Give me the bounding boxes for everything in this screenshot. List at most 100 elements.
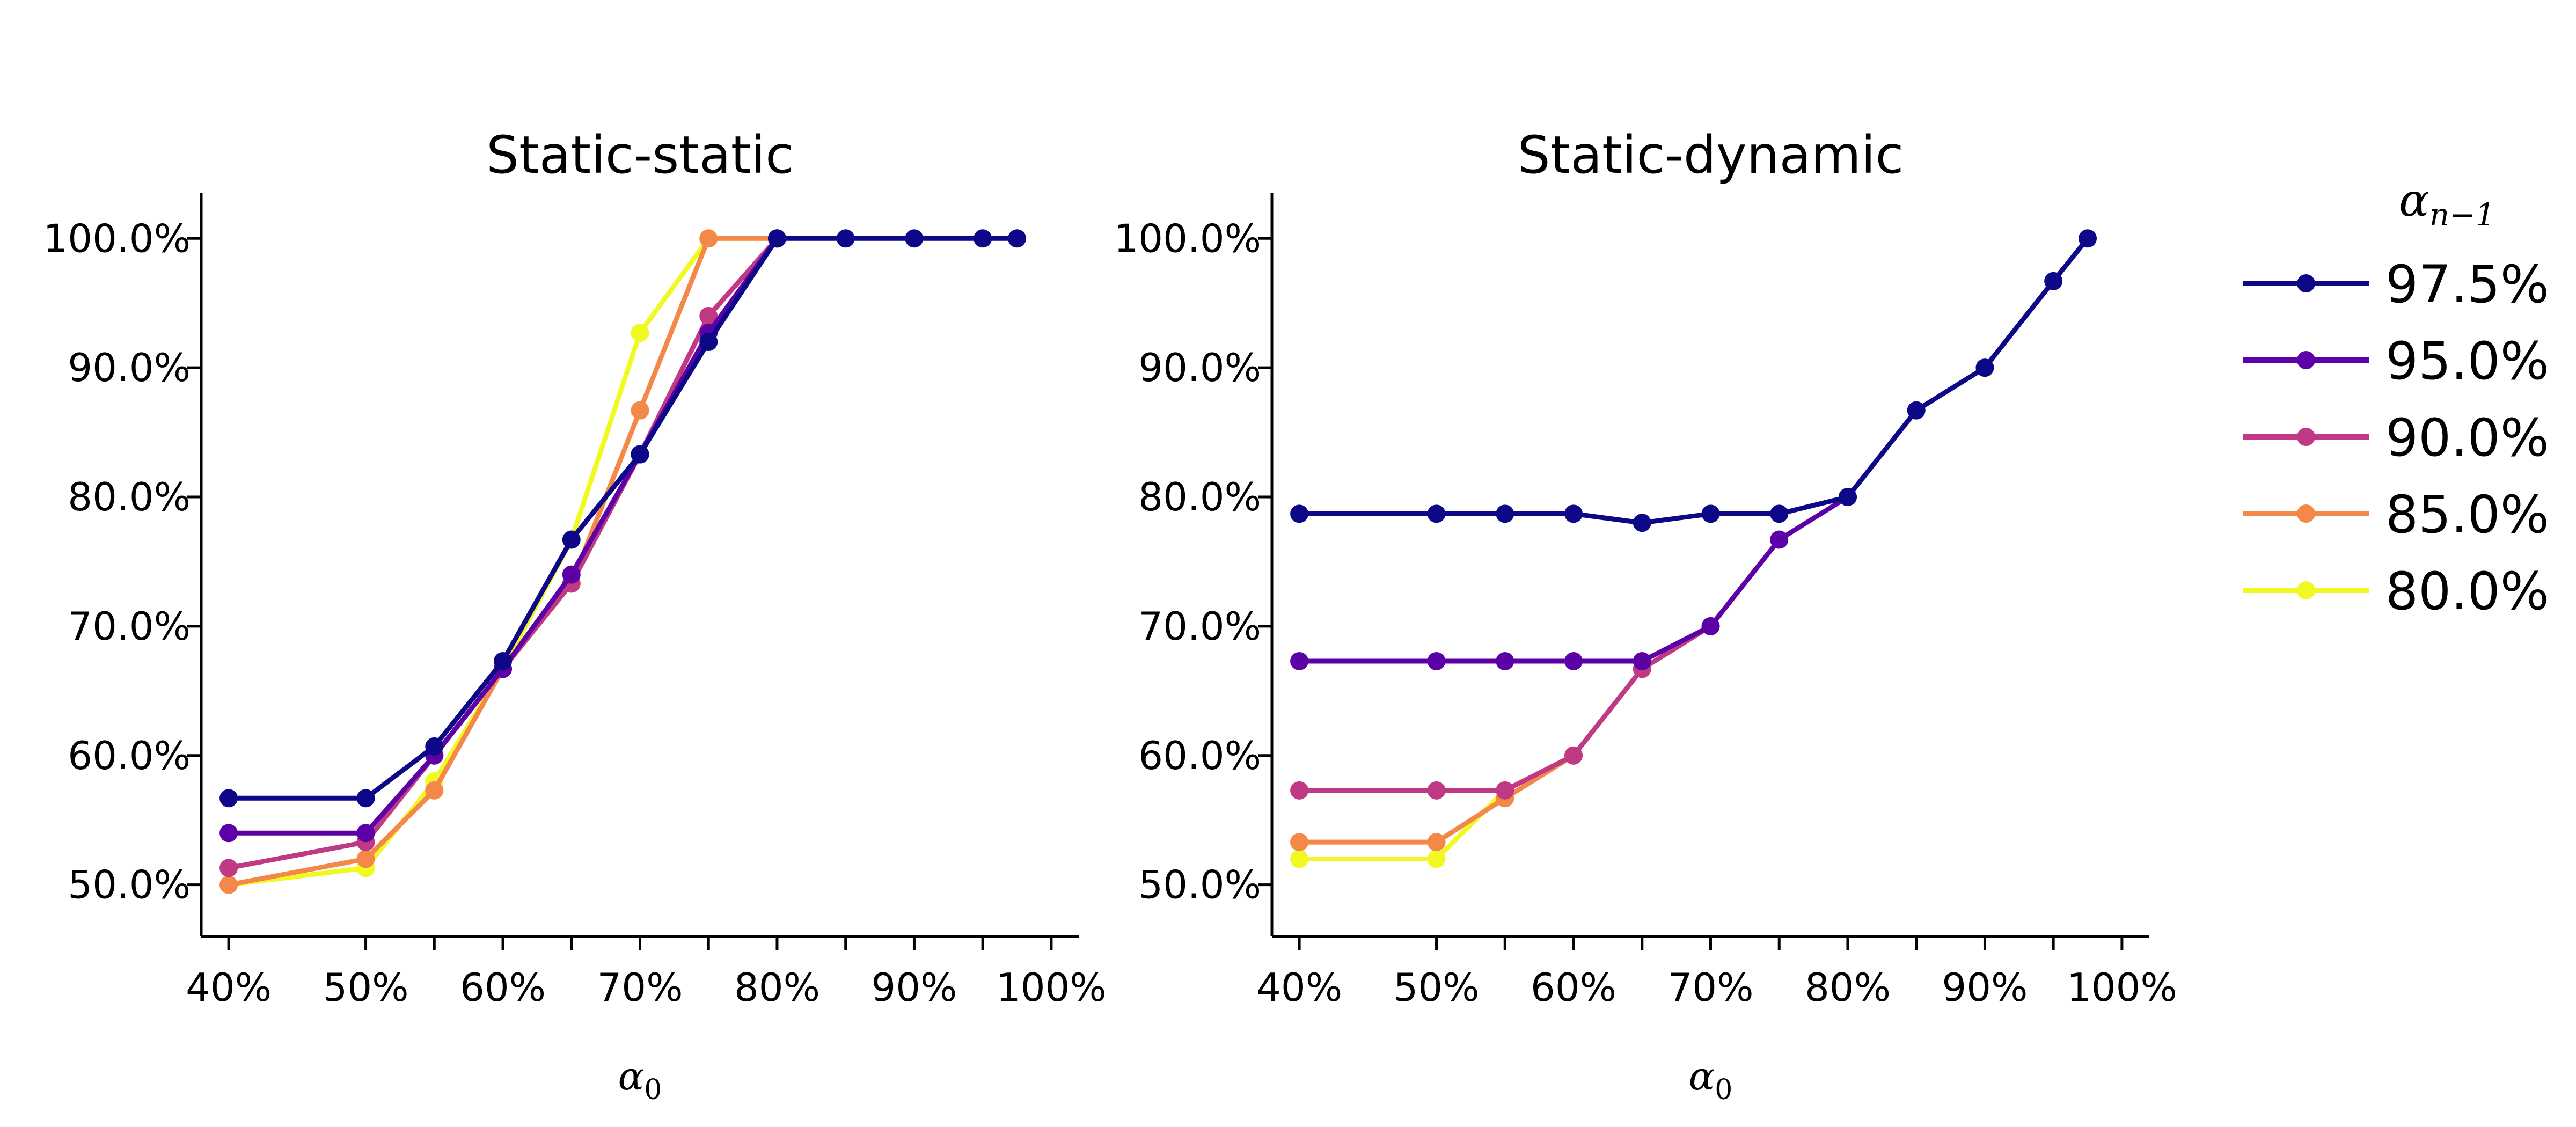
legend-swatch-marker bbox=[2297, 274, 2315, 292]
data-point bbox=[219, 824, 238, 843]
x-tick-label: 60% bbox=[1531, 965, 1616, 1010]
legend-entry: 97.5% bbox=[2243, 254, 2549, 314]
legend-label: 95.0% bbox=[2385, 331, 2549, 391]
data-point bbox=[1633, 514, 1651, 532]
legend-label: 85.0% bbox=[2385, 485, 2549, 545]
x-tick-label: 90% bbox=[871, 965, 957, 1010]
data-point bbox=[1496, 781, 1514, 800]
x-tick-label: 100% bbox=[996, 965, 1107, 1010]
y-tick-label: 70.0% bbox=[1138, 604, 1261, 649]
data-point bbox=[1290, 504, 1309, 523]
data-point bbox=[1427, 652, 1446, 670]
data-point bbox=[1427, 850, 1446, 868]
x-tick-label: 40% bbox=[186, 965, 272, 1010]
y-tick-label: 80.0% bbox=[68, 474, 191, 519]
data-point bbox=[1701, 504, 1720, 523]
data-point bbox=[1564, 652, 1583, 670]
data-point bbox=[562, 530, 581, 549]
x-tick-label: 60% bbox=[460, 965, 546, 1010]
y-tick-label: 50.0% bbox=[1138, 862, 1261, 908]
data-point bbox=[1907, 401, 1926, 420]
legend-entry: 95.0% bbox=[2243, 331, 2549, 391]
y-tick-label: 100.0% bbox=[1114, 216, 1261, 261]
legend-entry: 85.0% bbox=[2243, 485, 2549, 545]
x-tick-label: 70% bbox=[597, 965, 683, 1010]
series-line bbox=[229, 236, 1018, 801]
data-point bbox=[699, 229, 718, 248]
data-point bbox=[1427, 781, 1446, 800]
data-point bbox=[699, 333, 718, 351]
series-line bbox=[229, 237, 779, 836]
data-point bbox=[356, 850, 375, 868]
legend-swatch-marker bbox=[2297, 581, 2315, 599]
data-point bbox=[562, 565, 581, 584]
chart-panel-2: Static-dynamic 40% 50% 60% 70% 80% 90% 100% 50.0… bbox=[1114, 125, 2177, 1106]
x-tick-label: 80% bbox=[734, 965, 820, 1010]
x-tick-label: 50% bbox=[323, 965, 409, 1010]
data-point bbox=[699, 306, 718, 325]
series-90.0pct bbox=[1290, 617, 1720, 800]
chart-panel-1: Static-static 40% 50% 60% 70% 80% 90% 100% 50.0%… bbox=[43, 125, 1106, 1106]
data-point bbox=[1564, 746, 1583, 765]
legend-label: 97.5% bbox=[2385, 254, 2549, 314]
y-tick-label: 90.0% bbox=[68, 345, 191, 390]
x-axis-label: α0 bbox=[1689, 1053, 1733, 1106]
series-line bbox=[1299, 237, 2090, 525]
data-point bbox=[1496, 504, 1514, 523]
data-point bbox=[1633, 652, 1651, 670]
data-point bbox=[1770, 530, 1789, 549]
series-line bbox=[1299, 624, 1712, 793]
legend: αn−1 97.5% 95.0% 90.0% 85.0% 80.0% bbox=[2243, 174, 2549, 621]
legend-swatch-marker bbox=[2297, 351, 2315, 369]
y-tick-label: 60.0% bbox=[68, 733, 191, 778]
data-point bbox=[2079, 229, 2097, 248]
x-axis-label: α0 bbox=[618, 1053, 662, 1106]
data-point bbox=[1008, 229, 1027, 248]
legend-title: αn−1 bbox=[2399, 174, 2496, 233]
data-point bbox=[494, 652, 513, 670]
y-tick-label: 60.0% bbox=[1138, 733, 1261, 778]
data-point bbox=[219, 859, 238, 877]
legend-swatch-marker bbox=[2297, 504, 2315, 523]
chart-title: Static-dynamic bbox=[1518, 125, 1904, 185]
data-point bbox=[425, 737, 444, 756]
y-tick-label: 90.0% bbox=[1138, 345, 1261, 390]
legend-label: 90.0% bbox=[2385, 408, 2549, 468]
data-point bbox=[2044, 272, 2063, 290]
series-97.5pct bbox=[219, 229, 1027, 808]
legend-entry: 90.0% bbox=[2243, 408, 2549, 468]
data-point bbox=[836, 229, 855, 248]
series-line bbox=[1299, 495, 1849, 664]
series-90.0pct bbox=[219, 229, 786, 877]
x-tick-label: 100% bbox=[2067, 965, 2177, 1010]
data-point bbox=[631, 445, 649, 464]
data-point bbox=[356, 824, 375, 843]
data-point bbox=[1564, 504, 1583, 523]
x-tick-label: 40% bbox=[1256, 965, 1342, 1010]
data-point bbox=[1427, 833, 1446, 852]
data-point bbox=[1975, 358, 1994, 377]
series-line bbox=[228, 236, 777, 888]
data-point bbox=[1290, 781, 1309, 800]
data-point bbox=[1701, 617, 1720, 635]
data-point bbox=[1838, 488, 1857, 507]
data-point bbox=[1770, 504, 1789, 523]
data-point bbox=[1290, 652, 1309, 670]
data-point bbox=[219, 875, 238, 894]
series-line bbox=[1299, 753, 1575, 845]
data-point bbox=[767, 229, 786, 248]
series-line bbox=[228, 237, 779, 870]
y-tick-label: 80.0% bbox=[1138, 474, 1261, 519]
data-point bbox=[1290, 833, 1309, 852]
y-tick-label: 70.0% bbox=[68, 604, 191, 649]
legend-swatch-marker bbox=[2297, 428, 2315, 446]
y-tick-label: 100.0% bbox=[43, 216, 191, 261]
series-97.5pct bbox=[1290, 229, 2097, 532]
data-point bbox=[356, 789, 375, 808]
chart-title: Static-static bbox=[486, 125, 794, 185]
x-tick-label: 70% bbox=[1667, 965, 1753, 1010]
series-line bbox=[228, 236, 777, 888]
data-point bbox=[974, 229, 992, 248]
x-tick-label: 50% bbox=[1394, 965, 1480, 1010]
